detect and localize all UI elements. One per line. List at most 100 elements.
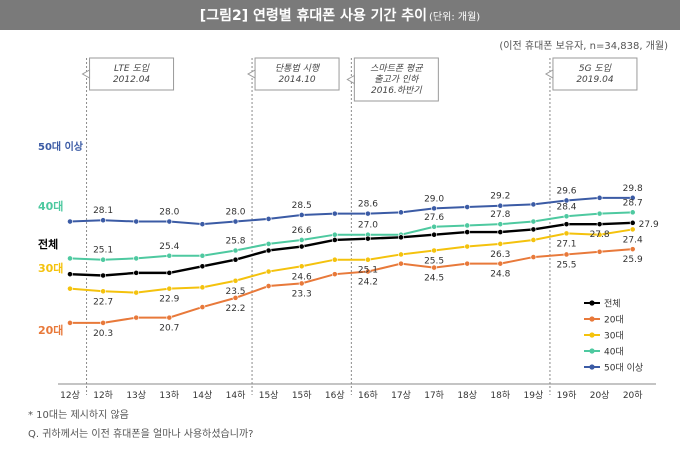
- unit-label: (단위: 개월): [429, 11, 481, 23]
- data-label-20s: 24.5: [424, 274, 444, 284]
- legend: 전체 20대 30대 40대 50대 이상: [578, 293, 668, 381]
- event-box: [552, 57, 638, 91]
- side-label-20s: 20대: [38, 323, 63, 337]
- data-point-30s: [364, 256, 371, 263]
- data-point-20s: [232, 294, 239, 301]
- x-tick-label: 19하: [557, 390, 577, 401]
- data-point-20s: [166, 314, 173, 321]
- data-label-20s: 23.3: [292, 289, 312, 299]
- legend-marker-icon: [589, 364, 595, 370]
- data-point-50s: [596, 194, 603, 201]
- event-label: 2019.04: [576, 75, 613, 85]
- data-point-20s: [67, 319, 73, 326]
- data-label-30s: 22.7: [93, 297, 113, 307]
- data-point-30s: [331, 256, 338, 263]
- data-point-50s: [67, 218, 73, 225]
- data-point-total: [166, 269, 173, 276]
- data-point-40s: [530, 218, 537, 225]
- data-point-20s: [563, 251, 570, 258]
- legend-marker-icon: [589, 300, 595, 306]
- data-point-total: [431, 231, 437, 238]
- data-point-50s: [133, 218, 140, 225]
- data-point-20s: [464, 260, 471, 267]
- data-point-50s: [232, 218, 239, 225]
- legend-label-20s: 20대: [604, 315, 624, 326]
- data-point-20s: [497, 260, 504, 267]
- data-label-40s: 25.1: [93, 246, 113, 256]
- x-tick-label: 20하: [623, 390, 643, 401]
- data-point-40s: [629, 209, 636, 216]
- data-label-40s: 26.6: [292, 226, 312, 236]
- data-point-20s: [530, 254, 537, 260]
- legend-marker-icon: [589, 332, 595, 338]
- event-label: 스마트폰 평균: [370, 63, 423, 74]
- event-label: LTE 도입: [114, 63, 150, 74]
- data-point-20s: [431, 264, 437, 271]
- data-point-40s: [166, 252, 173, 259]
- data-point-50s: [431, 205, 437, 212]
- data-label-50s: 28.0: [225, 208, 245, 218]
- data-point-20s: [398, 260, 404, 267]
- data-point-50s: [563, 197, 570, 204]
- data-labels: 28.1 28.0 28.0 28.5 28.6 29.0 29.2 29.6 29.8 25.1…: [93, 184, 659, 339]
- series-line-total: [69, 221, 633, 277]
- series-line-30s: [69, 228, 633, 294]
- legend-label-total: 전체: [604, 299, 621, 310]
- data-label-40s: 28.7: [623, 198, 643, 208]
- data-point-50s: [331, 210, 338, 217]
- data-point-40s: [331, 231, 338, 238]
- data-point-40s: [67, 255, 73, 262]
- data-label-30s: 23.5: [225, 287, 245, 297]
- source-note: (이전 휴대폰 보유자, n=34,838, 개월): [499, 41, 668, 52]
- event-label: 2016.하반기: [371, 85, 422, 96]
- data-point-20s: [199, 304, 206, 310]
- data-point-30s: [133, 289, 140, 296]
- data-point-20s: [100, 319, 106, 326]
- data-label-30s: 26.3: [490, 250, 510, 260]
- data-point-total: [265, 247, 272, 254]
- data-label-20s: 20.7: [159, 324, 179, 334]
- x-tick-label: 14상: [193, 390, 213, 401]
- x-tick-label: 16상: [325, 390, 345, 401]
- data-label-20s: 22.2: [225, 304, 245, 314]
- x-tick-label: 13하: [159, 390, 179, 401]
- event-label: 단통법 시행: [275, 63, 321, 74]
- legend-label-50s: 50대 이상: [604, 363, 643, 374]
- data-point-40s: [100, 256, 106, 263]
- data-point-30s: [530, 237, 537, 243]
- data-point-30s: [100, 288, 106, 295]
- event-pointer-icon: [247, 69, 256, 79]
- data-point-total: [563, 221, 570, 228]
- data-point-40s: [133, 255, 140, 262]
- data-label-20s: 25.5: [556, 260, 576, 270]
- data-point-total: [298, 243, 305, 250]
- data-label-40s: 28.4: [556, 202, 576, 212]
- data-point-20s: [331, 271, 338, 278]
- data-point-30s: [199, 284, 206, 291]
- event-label: 2012.04: [113, 75, 150, 85]
- event-box: [353, 57, 439, 102]
- event-box: [254, 57, 340, 91]
- data-point-50s: [530, 201, 537, 208]
- event-label: 5G 도입: [579, 63, 612, 74]
- data-point-total: [232, 256, 239, 263]
- data-point-40s: [265, 241, 272, 247]
- data-point-50s: [199, 221, 206, 228]
- data-label-50s: 28.5: [292, 201, 312, 211]
- data-point-total: [629, 219, 636, 226]
- x-tick-label: 12하: [93, 390, 113, 401]
- data-label-40s: 27.0: [358, 221, 378, 231]
- data-point-40s: [563, 213, 570, 220]
- data-point-30s: [166, 285, 173, 292]
- data-point-total: [331, 237, 338, 243]
- data-label-20s: 25.9: [623, 255, 643, 265]
- data-point-30s: [464, 243, 471, 250]
- data-point-40s: [464, 222, 471, 229]
- event-box: [89, 57, 175, 91]
- data-label-50s: 29.2: [490, 192, 510, 202]
- data-point-20s: [364, 268, 371, 275]
- data-point-50s: [265, 216, 272, 222]
- chart-title: [그림2] 연령별 휴대폰 사용 기간 추이: [199, 8, 428, 24]
- x-tick-label: 20상: [590, 390, 610, 401]
